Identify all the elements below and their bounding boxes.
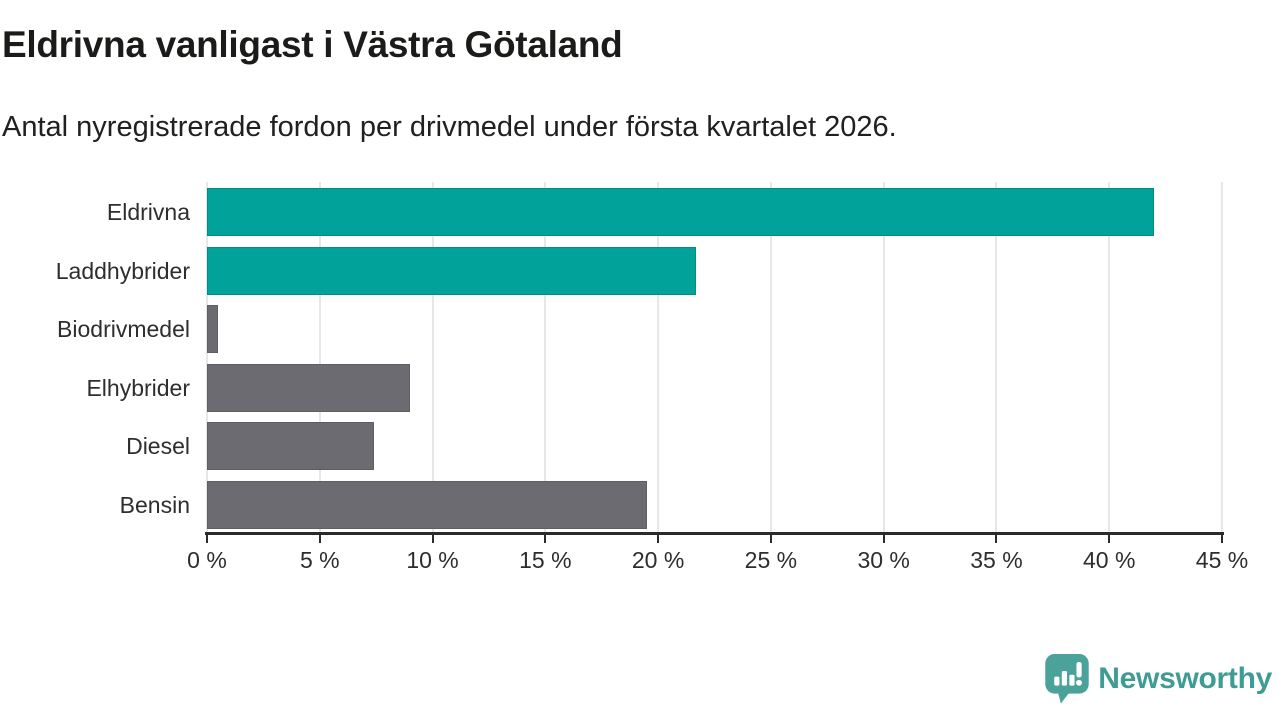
gridline-15pct: [544, 182, 547, 533]
bar-elhybrider: [207, 363, 410, 412]
x-tick-label-10pct: 10 %: [406, 547, 459, 573]
gridline-10pct: [431, 182, 434, 533]
x-tick-30pct: [882, 534, 885, 543]
category-label-bensin: Bensin: [119, 491, 190, 518]
bar-chart-plot-area: [206, 182, 1223, 533]
gridline-45pct: [1221, 182, 1223, 533]
gridline-30pct: [882, 182, 885, 533]
x-tick-label-0pct: 0 %: [187, 547, 227, 573]
x-tick-label-35pct: 35 %: [970, 547, 1023, 573]
bar-laddhybrider: [207, 246, 697, 295]
x-tick-label-20pct: 20 %: [631, 547, 685, 573]
x-tick-40pct: [1108, 534, 1111, 543]
gridline-40pct: [1108, 182, 1111, 533]
x-tick-label-30pct: 30 %: [857, 547, 910, 573]
x-tick-25pct: [769, 534, 772, 543]
x-axis-line: [205, 532, 1224, 535]
category-label-diesel: Diesel: [126, 433, 190, 459]
category-label-biodrivmedel: Biodrivmedel: [57, 316, 190, 342]
gridline-5pct: [318, 182, 321, 533]
chart-subtitle: Antal nyregistrerade fordon per drivmede…: [2, 111, 897, 143]
gridline-35pct: [995, 182, 998, 533]
chart-title: Eldrivna vanligast i Västra Götaland: [2, 24, 623, 65]
x-tick-15pct: [544, 534, 547, 543]
category-label-laddhybrider: Laddhybrider: [55, 257, 190, 284]
newsworthy-logo-icon: [1045, 653, 1090, 704]
x-tick-0pct: [206, 534, 208, 543]
bar-eldrivna: [207, 188, 1155, 236]
x-tick-label-5pct: 5 %: [299, 547, 340, 573]
x-tick-label-40pct: 40 %: [1083, 547, 1136, 573]
newsworthy-logo-text: Newsworthy: [1098, 661, 1272, 695]
bar-diesel: [207, 422, 374, 470]
gridline-0pct: [206, 182, 208, 533]
category-label-eldrivna: Eldrivna: [106, 199, 190, 225]
x-tick-35pct: [995, 534, 998, 543]
x-tick-5pct: [318, 534, 321, 543]
x-tick-label-15pct: 15 %: [519, 547, 572, 573]
x-tick-45pct: [1221, 534, 1223, 543]
gridline-25pct: [769, 182, 772, 533]
gridline-20pct: [657, 182, 660, 533]
x-tick-label-45pct: 45 %: [1195, 547, 1249, 573]
x-tick-20pct: [657, 534, 660, 543]
category-label-elhybrider: Elhybrider: [86, 374, 190, 401]
x-tick-10pct: [431, 534, 434, 543]
x-tick-label-25pct: 25 %: [744, 547, 798, 573]
bar-biodrivmedel: [207, 305, 219, 353]
newsworthy-logo: Newsworthy: [1044, 653, 1272, 704]
bar-bensin: [207, 480, 647, 529]
